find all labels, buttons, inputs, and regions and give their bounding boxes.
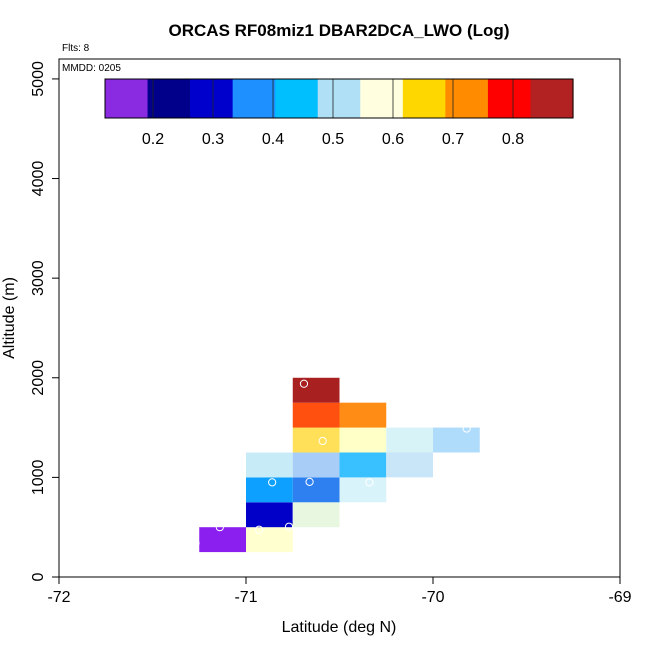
y-axis: 0 1000 2000 3000 4000 5000 <box>30 61 60 581</box>
data-point <box>254 525 264 534</box>
x-tick-label: -72 <box>47 589 70 606</box>
heatmap-cell <box>292 427 340 453</box>
colorbar-tick-label: 0.6 <box>382 131 404 148</box>
y-tick-label: 0 <box>30 572 47 581</box>
data-point <box>318 436 327 446</box>
data-point <box>268 478 277 487</box>
heatmap-cells <box>199 377 480 553</box>
colorbar-segment <box>317 79 361 118</box>
colorbar-segment <box>232 79 276 118</box>
heatmap-cell <box>292 402 340 428</box>
y-tick-label: 3000 <box>30 260 47 296</box>
data-point <box>284 522 294 531</box>
colorbar-segment <box>360 79 404 118</box>
y-tick-label: 2000 <box>30 360 47 396</box>
data-point <box>191 539 200 548</box>
colorbar-tick-label: 0.5 <box>322 131 344 148</box>
heatmap-cell <box>246 527 293 553</box>
data-point <box>299 379 309 388</box>
colorbar-segment <box>105 79 149 118</box>
y-tick-label: 4000 <box>30 161 47 197</box>
data-point <box>215 523 224 532</box>
colorbar-tick-label: 0.8 <box>502 131 524 148</box>
observation-points <box>191 379 471 548</box>
colorbar-segment <box>487 79 532 118</box>
heatmap-cell <box>386 427 433 453</box>
colorbar-segment <box>445 79 489 118</box>
y-tick-label: 1000 <box>30 459 47 495</box>
heatmap-cell <box>292 477 340 503</box>
colorbar-segment <box>275 79 319 118</box>
x-axis-label: Latitude (deg N) <box>282 619 397 636</box>
colorbar-segment <box>402 79 446 118</box>
data-point <box>462 424 471 433</box>
heatmap-cell <box>199 527 246 553</box>
x-tick-label: -71 <box>234 589 257 606</box>
heatmap-cell <box>339 452 387 478</box>
y-axis-label: Altitude (m) <box>1 277 18 359</box>
heatmap-cell <box>433 427 480 453</box>
date-annotation: MMDD: 0205 <box>62 63 121 74</box>
heatmap-cell <box>339 402 387 428</box>
colorbar-tick-label: 0.7 <box>442 131 464 148</box>
data-point <box>305 477 314 486</box>
flights-annotation: Flts: 8 <box>62 43 90 54</box>
y-tick-label: 5000 <box>30 61 47 97</box>
heatmap-cell <box>292 452 340 478</box>
heatmap-cell <box>339 477 387 503</box>
colorbar-gradient <box>105 79 574 118</box>
x-tick-label: -70 <box>421 589 444 606</box>
heatmap-cell <box>386 452 433 478</box>
heatmap-cell <box>246 477 293 503</box>
heatmap-cell <box>246 502 293 528</box>
colorbar-segment <box>190 79 234 118</box>
heatmap-cell <box>246 452 293 478</box>
chart-title: ORCAS RF08miz1 DBAR2DCA_LWO (Log) <box>169 21 510 40</box>
colorbar-frame <box>104 78 574 119</box>
colorbar-segment <box>147 79 191 118</box>
colorbar-tick-label: 0.2 <box>142 131 164 148</box>
x-tick-label: -69 <box>608 589 631 606</box>
heatmap-cell <box>292 377 340 403</box>
x-axis: -72 -71 -70 -69 <box>47 576 632 606</box>
data-point <box>365 478 374 487</box>
heatmap-cell <box>292 502 340 528</box>
heatmap-cell <box>339 427 387 453</box>
colorbar: 0.2 0.3 0.4 0.5 0.6 0.7 0.8 <box>104 78 574 148</box>
colorbar-ticks: 0.2 0.3 0.4 0.5 0.6 0.7 0.8 <box>142 79 524 148</box>
colorbar-tick-label: 0.3 <box>202 131 224 148</box>
colorbar-segment <box>530 79 574 118</box>
colorbar-tick-label: 0.4 <box>262 131 284 148</box>
